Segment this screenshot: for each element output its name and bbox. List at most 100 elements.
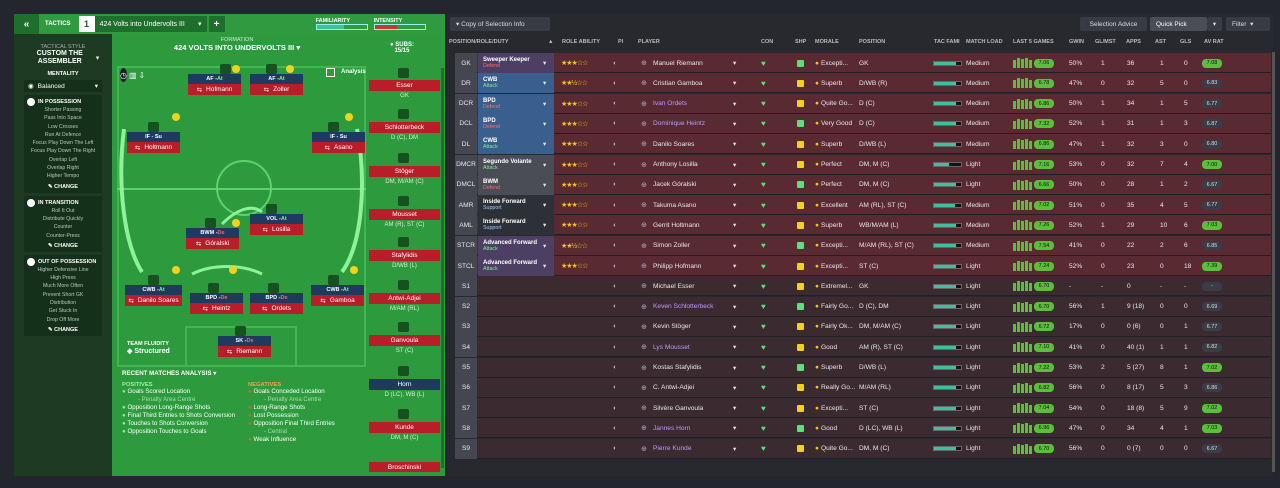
player-name[interactable]: Manuel Riemann bbox=[653, 59, 703, 67]
chevron-down-icon[interactable]: ▾ bbox=[733, 242, 737, 250]
selection-advice-button[interactable]: Selection Advice bbox=[1080, 17, 1147, 31]
player-chip-gamboa[interactable]: CWB - At ⇆ Gamboa bbox=[311, 285, 364, 306]
player-chip-zoller[interactable]: AF - At ⇆ Zoller bbox=[250, 74, 303, 95]
table-row[interactable]: S2 ◐ ⊕ Keven Schlotterbeck ▾ ♥ ● Fairly Go... D … bbox=[455, 296, 1271, 317]
player-name[interactable]: C. Antwi-Adjei bbox=[653, 384, 695, 392]
pi-icon[interactable]: ◐ bbox=[613, 221, 618, 229]
pi-icon[interactable]: ◐ bbox=[613, 262, 618, 270]
pi-icon[interactable]: ◐ bbox=[613, 303, 618, 311]
col-header-gls[interactable]: GLS bbox=[1180, 39, 1192, 45]
recent-matches-dropdown[interactable]: RECENT MATCHES ANALYSIS ▾ bbox=[122, 370, 362, 377]
pi-icon[interactable]: ◐ bbox=[613, 242, 618, 250]
col-header-last-5-games[interactable]: LAST 5 GAMES bbox=[1013, 39, 1054, 45]
chevron-down-icon[interactable]: ▾ bbox=[543, 263, 547, 270]
col-header-gwin[interactable]: GWIN bbox=[1069, 39, 1084, 45]
out-of-possession-change-button[interactable]: ✎ CHANGE bbox=[48, 326, 78, 333]
col-header-con[interactable]: CON bbox=[761, 39, 774, 45]
role-duty-cell[interactable]: Inside Forward Support bbox=[478, 215, 554, 236]
role-duty-cell[interactable]: Advanced Forward Attack bbox=[478, 235, 554, 256]
table-row[interactable]: DCR BPD Defend ▾ ★★★☆☆ ◐ ⊕ Ivan Ordets ▾ ♥ ● Quite … bbox=[455, 93, 1271, 114]
tactical-style-dropdown[interactable]: CUSTOM THE ASSEMBLER ▾ bbox=[14, 50, 112, 66]
chevron-down-icon[interactable]: ▾ bbox=[733, 120, 737, 128]
chevron-down-icon[interactable]: ▾ bbox=[733, 181, 737, 189]
chevron-down-icon[interactable]: ▾ bbox=[543, 202, 547, 210]
table-row[interactable]: AML Inside Forward Support ▾ ★★★☆☆ ◐ ⊕ Gerrit H… bbox=[455, 215, 1271, 236]
clock-icon[interactable]: ◷ bbox=[120, 68, 127, 82]
role-duty-cell[interactable]: Inside Forward Support bbox=[478, 195, 554, 216]
pi-icon[interactable]: ◐ bbox=[613, 59, 618, 67]
player-chip-goralski[interactable]: BWM - De ⇆ Góralski bbox=[186, 228, 239, 249]
chevron-down-icon[interactable]: ▾ bbox=[733, 80, 737, 88]
player-name[interactable]: Lys Mousset bbox=[653, 343, 690, 351]
chevron-down-icon[interactable]: ▾ bbox=[543, 181, 547, 189]
player-chip-hofmann[interactable]: AF - At ⇆ Hofmann bbox=[188, 74, 241, 95]
pi-icon[interactable]: ◐ bbox=[613, 323, 618, 331]
table-row[interactable]: STCL Advanced Forward Attack ▾ ★★★☆☆ ◐ ⊕ Philip… bbox=[455, 256, 1271, 276]
chevron-down-icon[interactable]: ▾ bbox=[733, 303, 737, 311]
pi-icon[interactable]: ◐ bbox=[613, 445, 618, 453]
table-row[interactable]: S4 ◐ ⊕ Lys Mousset ▾ ♥ ● Good AM (R), ST (C) Ligh… bbox=[455, 337, 1271, 358]
role-duty-cell[interactable]: CWB Attack bbox=[478, 73, 554, 94]
player-chip-asano[interactable]: IF - Su ⇆ Asano bbox=[312, 132, 365, 153]
player-name[interactable]: Danilo Soares bbox=[653, 140, 695, 148]
table-row[interactable]: S6 ◐ ⊕ C. Antwi-Adjei ▾ ♥ ● Really Go... M/AM (R… bbox=[455, 377, 1271, 398]
col-header-apps[interactable]: APPS bbox=[1126, 39, 1141, 45]
player-chip-ordets[interactable]: BPD - De ⇆ Ordets bbox=[250, 293, 303, 314]
player-chip-heintz[interactable]: BPD - De ⇆ Heintz bbox=[190, 293, 243, 314]
chevron-down-icon[interactable]: ▾ bbox=[733, 344, 737, 352]
player-name[interactable]: Kevin Stöger bbox=[653, 323, 691, 331]
quick-pick-dropdown[interactable]: ▾ bbox=[1207, 17, 1222, 31]
stats-icon[interactable]: ▥ bbox=[128, 68, 137, 82]
chevron-down-icon[interactable]: ▾ bbox=[733, 283, 737, 291]
table-row[interactable]: S8 ◐ ⊕ Jannes Horn ▾ ♥ ● Good D (LC), WB (L) Ligh… bbox=[455, 418, 1271, 439]
pi-icon[interactable]: ◐ bbox=[613, 100, 618, 108]
player-name[interactable]: Keven Schlotterbeck bbox=[653, 303, 714, 311]
role-duty-cell[interactable]: Sweeper Keeper Defend bbox=[478, 53, 554, 73]
table-row[interactable]: S7 ◐ ⊕ Silvère Ganvoula ▾ ♥ ● Excepti... ST (C) L… bbox=[455, 398, 1271, 419]
formation-dropdown[interactable]: 424 VOLTS INTO UNDERVOLTS III ▾ bbox=[112, 43, 362, 52]
chevron-down-icon[interactable]: ▾ bbox=[733, 384, 737, 392]
sub-esser[interactable]: Esser bbox=[369, 80, 440, 91]
col-header-shp[interactable]: SHP bbox=[795, 39, 807, 45]
sub-schlotterbeck[interactable]: Schlotterbeck bbox=[369, 122, 440, 133]
chevron-down-icon[interactable]: ▾ bbox=[543, 141, 547, 149]
chevron-down-icon[interactable]: ▾ bbox=[543, 80, 547, 88]
sub-ganvoula[interactable]: Ganvoula bbox=[369, 335, 440, 346]
table-row[interactable]: S9 ◐ ⊕ Pierre Kunde ▾ ♥ ● Quite Go... DM, M (C) L… bbox=[455, 438, 1271, 459]
col-header-morale[interactable]: MORALE bbox=[815, 39, 839, 45]
pi-icon[interactable]: ◐ bbox=[613, 181, 618, 189]
chevron-down-icon[interactable]: ▾ bbox=[543, 242, 547, 250]
collapse-button[interactable]: « bbox=[14, 14, 39, 34]
col-header-pi[interactable]: PI bbox=[618, 39, 624, 45]
chevron-down-icon[interactable]: ▾ bbox=[733, 323, 737, 331]
player-name[interactable]: Cristian Gamboa bbox=[653, 79, 703, 87]
player-chip-danilo-soares[interactable]: CWB - At ⇆ Danilo Soares bbox=[125, 285, 182, 306]
table-row[interactable]: DCL BPD Defend ▾ ★★★☆☆ ◐ ⊕ Dominique Heintz ▾ ♥ ● V… bbox=[455, 113, 1271, 134]
table-row[interactable]: GK Sweeper Keeper Defend ▾ ★★★☆☆ ◐ ⊕ Manuel Rie… bbox=[455, 53, 1271, 73]
chevron-down-icon[interactable]: ▾ bbox=[543, 222, 547, 230]
sub-kunde[interactable]: Kunde bbox=[369, 422, 440, 433]
player-name[interactable]: Philipp Hofmann bbox=[653, 262, 702, 270]
col-header-player[interactable]: PLAYER bbox=[638, 39, 660, 45]
col-header-ast[interactable]: AST bbox=[1155, 39, 1166, 45]
chevron-down-icon[interactable]: ▾ bbox=[733, 60, 737, 67]
player-name[interactable]: Michael Esser bbox=[653, 282, 695, 290]
sub-stafylidis[interactable]: Stafylidis bbox=[369, 250, 440, 261]
col-header-position-natural[interactable]: POSITION bbox=[859, 39, 886, 45]
player-name[interactable]: Jacek Góralski bbox=[653, 181, 697, 189]
chevron-down-icon[interactable]: ▾ bbox=[733, 263, 737, 270]
role-duty-cell[interactable]: CWB Attack bbox=[478, 134, 554, 155]
col-header-gl-mst[interactable]: GL/MST bbox=[1095, 39, 1116, 45]
player-name[interactable]: Silvère Ganvoula bbox=[653, 404, 704, 412]
pi-icon[interactable]: ◐ bbox=[613, 384, 618, 392]
subs-scrollbar[interactable] bbox=[441, 68, 444, 468]
chevron-down-icon[interactable]: ▾ bbox=[543, 100, 547, 108]
role-duty-cell[interactable]: Segundo Volante Attack bbox=[478, 154, 554, 175]
download-icon[interactable]: ⇩ bbox=[138, 68, 146, 82]
chevron-down-icon[interactable]: ▾ bbox=[733, 202, 737, 210]
player-chip-holtmann[interactable]: IF - Su ⇆ Holtmann bbox=[127, 132, 180, 153]
table-row[interactable]: AMR Inside Forward Support ▾ ★★★☆☆ ◐ ⊕ Takuma A… bbox=[455, 195, 1271, 216]
chevron-down-icon[interactable]: ▾ bbox=[543, 60, 547, 67]
chevron-down-icon[interactable]: ▾ bbox=[733, 141, 737, 149]
player-name[interactable]: Dominique Heintz bbox=[653, 120, 706, 128]
